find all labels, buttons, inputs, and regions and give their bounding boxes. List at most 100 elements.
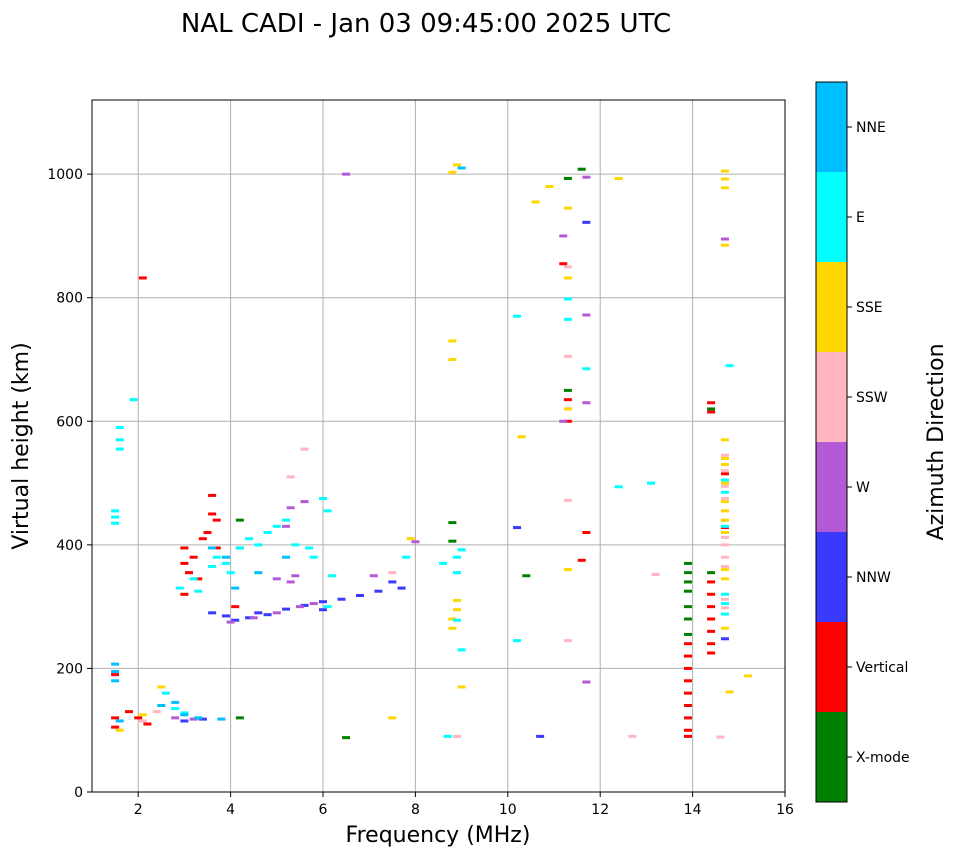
data-point <box>185 571 194 575</box>
data-point <box>720 484 729 488</box>
data-point <box>707 642 716 646</box>
data-point <box>448 521 457 525</box>
data-point <box>683 679 692 683</box>
data-point <box>683 617 692 621</box>
data-point <box>720 637 729 641</box>
data-point <box>388 580 397 584</box>
data-point <box>720 577 729 581</box>
data-point <box>457 685 466 689</box>
data-point <box>683 728 692 732</box>
data-point <box>226 571 235 575</box>
data-point <box>124 710 133 714</box>
data-point <box>180 711 189 715</box>
data-point <box>744 674 753 678</box>
data-point <box>582 175 591 179</box>
data-point <box>111 662 120 666</box>
data-point <box>254 543 263 547</box>
data-point <box>115 719 124 723</box>
series-nnw <box>180 220 729 738</box>
data-point <box>374 589 383 593</box>
data-point <box>614 485 623 489</box>
data-point <box>725 690 734 694</box>
data-point <box>272 611 281 615</box>
data-point <box>111 716 120 720</box>
data-point <box>305 546 314 550</box>
data-point <box>208 546 217 550</box>
data-point <box>448 539 457 543</box>
data-point <box>720 612 729 616</box>
data-point <box>720 456 729 460</box>
data-point <box>171 707 180 711</box>
data-point <box>452 618 461 622</box>
data-point <box>536 734 545 738</box>
data-point <box>628 734 637 738</box>
data-point <box>720 469 729 473</box>
data-point <box>563 639 572 643</box>
data-point <box>157 704 166 707</box>
series-nne <box>111 166 466 723</box>
series-ssw <box>138 265 729 739</box>
data-point <box>388 716 397 720</box>
x-tick-label: 6 <box>319 802 328 818</box>
data-point <box>720 555 729 559</box>
colorbar-swatch <box>816 262 847 352</box>
data-point <box>707 592 716 596</box>
data-point <box>707 580 716 584</box>
colorbar-swatch <box>816 82 847 172</box>
series-vertical <box>111 262 729 738</box>
data-point <box>157 685 166 689</box>
data-point <box>323 605 332 609</box>
colorbar-swatch <box>816 352 847 442</box>
data-point <box>531 200 540 204</box>
x-tick-label: 10 <box>499 802 517 818</box>
data-point <box>402 555 411 559</box>
data-point <box>319 600 327 604</box>
data-point <box>683 589 692 593</box>
data-point <box>319 497 327 501</box>
colorbar-swatch <box>816 172 847 262</box>
data-point <box>369 574 378 578</box>
data-point <box>111 521 120 525</box>
data-point <box>300 447 309 451</box>
colorbar-tick-label: NNE <box>856 120 886 136</box>
colorbar-tick-label: SSE <box>856 300 883 316</box>
data-point <box>720 237 729 241</box>
data-point <box>309 602 318 606</box>
data-point <box>582 680 591 684</box>
data-point <box>563 176 572 180</box>
data-point <box>651 573 660 577</box>
data-point <box>707 410 716 414</box>
data-point <box>337 597 346 601</box>
data-point <box>720 592 729 596</box>
data-point <box>563 317 572 321</box>
data-point <box>115 425 124 429</box>
data-point <box>577 167 586 171</box>
x-axis-label: Frequency (MHz) <box>346 823 531 848</box>
data-point <box>189 555 198 559</box>
data-point <box>328 574 337 578</box>
data-point <box>208 493 217 497</box>
data-point <box>720 535 729 539</box>
data-point <box>138 713 147 717</box>
data-point <box>720 472 729 476</box>
x-tick-label: 8 <box>411 802 420 818</box>
data-point <box>720 169 729 173</box>
data-point <box>143 722 152 726</box>
data-point <box>115 438 124 442</box>
chart-title: NAL CADI - Jan 03 09:45:00 2025 UTC <box>181 9 671 39</box>
data-point <box>452 608 461 612</box>
data-point <box>683 632 692 636</box>
series-sse <box>115 163 753 732</box>
colorbar: X-mode Vertical NNW W SSW SSE E NNE <box>815 81 910 803</box>
data-point <box>457 548 466 552</box>
data-point <box>563 568 572 572</box>
data-point <box>720 531 729 534</box>
data-point <box>707 617 716 621</box>
data-point <box>282 607 291 611</box>
data-point <box>208 564 217 568</box>
data-point <box>720 500 729 504</box>
axes: 2 4 6 8 10 12 14 16 0 200 400 600 800 1000 <box>47 99 794 818</box>
data-point <box>683 561 692 565</box>
data-point <box>448 626 457 630</box>
